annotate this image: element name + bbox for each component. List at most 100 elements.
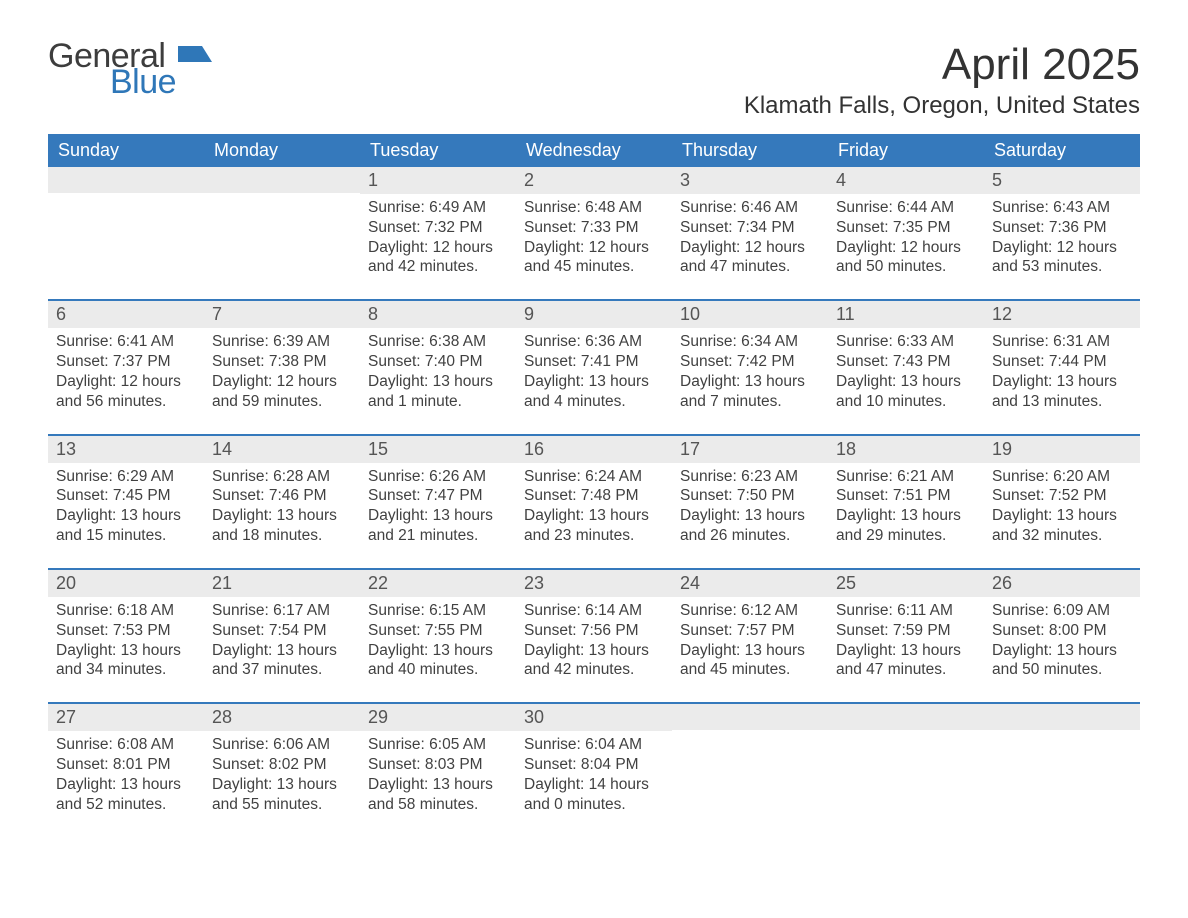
sunrise-line: Sunrise: 6:48 AM: [524, 198, 664, 218]
sunrise-line: Sunrise: 6:09 AM: [992, 601, 1132, 621]
daylight-line: Daylight: 13 hours and 32 minutes.: [992, 506, 1132, 546]
day-body: Sunrise: 6:17 AMSunset: 7:54 PMDaylight:…: [204, 597, 360, 702]
daylight-line: Daylight: 13 hours and 45 minutes.: [680, 641, 820, 681]
day-of-week-header: Saturday: [984, 134, 1140, 167]
day-body: [984, 730, 1140, 834]
day-body: Sunrise: 6:46 AMSunset: 7:34 PMDaylight:…: [672, 194, 828, 299]
sunset-line: Sunset: 7:54 PM: [212, 621, 352, 641]
day-number: 26: [984, 570, 1140, 597]
daylight-line: Daylight: 13 hours and 18 minutes.: [212, 506, 352, 546]
day-body: Sunrise: 6:41 AMSunset: 7:37 PMDaylight:…: [48, 328, 204, 433]
sunrise-line: Sunrise: 6:29 AM: [56, 467, 196, 487]
day-number: [672, 704, 828, 730]
calendar-cell: 25Sunrise: 6:11 AMSunset: 7:59 PMDayligh…: [828, 569, 984, 703]
day-body: Sunrise: 6:09 AMSunset: 8:00 PMDaylight:…: [984, 597, 1140, 702]
sunrise-line: Sunrise: 6:28 AM: [212, 467, 352, 487]
day-body: Sunrise: 6:12 AMSunset: 7:57 PMDaylight:…: [672, 597, 828, 702]
brand-logo: General Blue: [48, 40, 212, 99]
day-number: 28: [204, 704, 360, 731]
sunrise-line: Sunrise: 6:31 AM: [992, 332, 1132, 352]
sunrise-line: Sunrise: 6:12 AM: [680, 601, 820, 621]
day-of-week-header: Wednesday: [516, 134, 672, 167]
sunrise-line: Sunrise: 6:11 AM: [836, 601, 976, 621]
day-body: Sunrise: 6:08 AMSunset: 8:01 PMDaylight:…: [48, 731, 204, 836]
calendar-week: 27Sunrise: 6:08 AMSunset: 8:01 PMDayligh…: [48, 703, 1140, 836]
day-number: 22: [360, 570, 516, 597]
calendar-cell: 9Sunrise: 6:36 AMSunset: 7:41 PMDaylight…: [516, 300, 672, 434]
day-body: Sunrise: 6:14 AMSunset: 7:56 PMDaylight:…: [516, 597, 672, 702]
flag-icon: [178, 46, 212, 74]
sunset-line: Sunset: 7:45 PM: [56, 486, 196, 506]
day-body: [204, 193, 360, 297]
calendar-table: SundayMondayTuesdayWednesdayThursdayFrid…: [48, 134, 1140, 837]
day-number: 7: [204, 301, 360, 328]
sunrise-line: Sunrise: 6:14 AM: [524, 601, 664, 621]
sunset-line: Sunset: 8:01 PM: [56, 755, 196, 775]
daylight-line: Daylight: 13 hours and 26 minutes.: [680, 506, 820, 546]
daylight-line: Daylight: 13 hours and 13 minutes.: [992, 372, 1132, 412]
calendar-cell: 19Sunrise: 6:20 AMSunset: 7:52 PMDayligh…: [984, 435, 1140, 569]
daylight-line: Daylight: 13 hours and 1 minute.: [368, 372, 508, 412]
sunset-line: Sunset: 7:36 PM: [992, 218, 1132, 238]
calendar-cell: 15Sunrise: 6:26 AMSunset: 7:47 PMDayligh…: [360, 435, 516, 569]
sunrise-line: Sunrise: 6:17 AM: [212, 601, 352, 621]
month-title: April 2025: [744, 40, 1140, 90]
day-body: Sunrise: 6:28 AMSunset: 7:46 PMDaylight:…: [204, 463, 360, 568]
calendar-cell: 27Sunrise: 6:08 AMSunset: 8:01 PMDayligh…: [48, 703, 204, 836]
daylight-line: Daylight: 12 hours and 50 minutes.: [836, 238, 976, 278]
calendar-cell: 13Sunrise: 6:29 AMSunset: 7:45 PMDayligh…: [48, 435, 204, 569]
sunrise-line: Sunrise: 6:06 AM: [212, 735, 352, 755]
daylight-line: Daylight: 13 hours and 10 minutes.: [836, 372, 976, 412]
sunrise-line: Sunrise: 6:08 AM: [56, 735, 196, 755]
calendar-cell: [48, 167, 204, 300]
day-number: 10: [672, 301, 828, 328]
calendar-week: 1Sunrise: 6:49 AMSunset: 7:32 PMDaylight…: [48, 167, 1140, 300]
day-number: 21: [204, 570, 360, 597]
sunset-line: Sunset: 7:41 PM: [524, 352, 664, 372]
sunset-line: Sunset: 7:42 PM: [680, 352, 820, 372]
sunset-line: Sunset: 7:46 PM: [212, 486, 352, 506]
calendar-cell: 18Sunrise: 6:21 AMSunset: 7:51 PMDayligh…: [828, 435, 984, 569]
day-body: Sunrise: 6:20 AMSunset: 7:52 PMDaylight:…: [984, 463, 1140, 568]
day-of-week-header: Sunday: [48, 134, 204, 167]
sunrise-line: Sunrise: 6:44 AM: [836, 198, 976, 218]
day-number: [48, 167, 204, 193]
sunset-line: Sunset: 7:56 PM: [524, 621, 664, 641]
sunset-line: Sunset: 7:59 PM: [836, 621, 976, 641]
day-body: Sunrise: 6:18 AMSunset: 7:53 PMDaylight:…: [48, 597, 204, 702]
sunset-line: Sunset: 7:44 PM: [992, 352, 1132, 372]
day-body: Sunrise: 6:23 AMSunset: 7:50 PMDaylight:…: [672, 463, 828, 568]
day-number: 9: [516, 301, 672, 328]
day-body: Sunrise: 6:48 AMSunset: 7:33 PMDaylight:…: [516, 194, 672, 299]
calendar-cell: [828, 703, 984, 836]
title-block: April 2025 Klamath Falls, Oregon, United…: [744, 40, 1140, 126]
daylight-line: Daylight: 12 hours and 53 minutes.: [992, 238, 1132, 278]
sunrise-line: Sunrise: 6:39 AM: [212, 332, 352, 352]
day-body: [828, 730, 984, 834]
calendar-cell: 5Sunrise: 6:43 AMSunset: 7:36 PMDaylight…: [984, 167, 1140, 300]
sunrise-line: Sunrise: 6:20 AM: [992, 467, 1132, 487]
calendar-cell: 22Sunrise: 6:15 AMSunset: 7:55 PMDayligh…: [360, 569, 516, 703]
calendar-cell: 14Sunrise: 6:28 AMSunset: 7:46 PMDayligh…: [204, 435, 360, 569]
calendar-cell: 29Sunrise: 6:05 AMSunset: 8:03 PMDayligh…: [360, 703, 516, 836]
day-of-week-header: Tuesday: [360, 134, 516, 167]
day-number: 19: [984, 436, 1140, 463]
calendar-cell: [984, 703, 1140, 836]
calendar-cell: 3Sunrise: 6:46 AMSunset: 7:34 PMDaylight…: [672, 167, 828, 300]
sunset-line: Sunset: 7:43 PM: [836, 352, 976, 372]
sunset-line: Sunset: 7:57 PM: [680, 621, 820, 641]
day-body: Sunrise: 6:15 AMSunset: 7:55 PMDaylight:…: [360, 597, 516, 702]
day-number: 14: [204, 436, 360, 463]
day-body: Sunrise: 6:38 AMSunset: 7:40 PMDaylight:…: [360, 328, 516, 433]
sunrise-line: Sunrise: 6:41 AM: [56, 332, 196, 352]
sunrise-line: Sunrise: 6:24 AM: [524, 467, 664, 487]
day-number: 1: [360, 167, 516, 194]
daylight-line: Daylight: 13 hours and 21 minutes.: [368, 506, 508, 546]
sunrise-line: Sunrise: 6:49 AM: [368, 198, 508, 218]
day-number: 6: [48, 301, 204, 328]
daylight-line: Daylight: 14 hours and 0 minutes.: [524, 775, 664, 815]
sunrise-line: Sunrise: 6:34 AM: [680, 332, 820, 352]
calendar-cell: 2Sunrise: 6:48 AMSunset: 7:33 PMDaylight…: [516, 167, 672, 300]
day-body: Sunrise: 6:43 AMSunset: 7:36 PMDaylight:…: [984, 194, 1140, 299]
sunrise-line: Sunrise: 6:36 AM: [524, 332, 664, 352]
